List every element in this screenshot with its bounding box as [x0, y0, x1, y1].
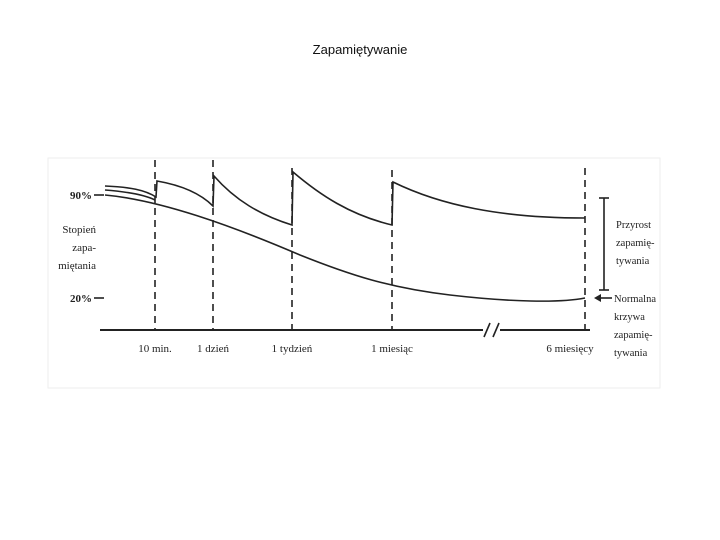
normal-curve-label: Normalna [614, 294, 656, 305]
y-title: Stopień [62, 224, 96, 236]
x-label: 1 dzień [197, 343, 230, 355]
arrow-head [594, 294, 601, 302]
axis-break [492, 322, 500, 338]
repetition-curve [104, 170, 586, 227]
repetition-curve [104, 189, 156, 201]
increase-label: tywania [616, 256, 650, 267]
normal-curve [104, 194, 586, 302]
image-frame [47, 157, 661, 389]
x-label: 1 miesiąc [371, 343, 413, 355]
x-label: 6 miesięcy [546, 343, 594, 355]
y-label: 90% [70, 190, 92, 202]
normal-curve-label: zapamię- [614, 330, 653, 341]
axis-break [483, 322, 491, 338]
y-title: zapa- [72, 242, 96, 254]
increase-label: zapamię- [616, 238, 655, 249]
normal-curve-label: tywania [614, 348, 648, 359]
y-title: miętania [58, 260, 96, 272]
slide-title: Zapamiętywanie [312, 42, 408, 57]
x-label: 10 min. [138, 343, 172, 355]
increase-label: Przyrost [616, 220, 651, 231]
y-label: 20% [70, 293, 92, 305]
normal-curve-label: krzywa [614, 312, 645, 323]
x-label: 1 tydzień [272, 343, 313, 355]
